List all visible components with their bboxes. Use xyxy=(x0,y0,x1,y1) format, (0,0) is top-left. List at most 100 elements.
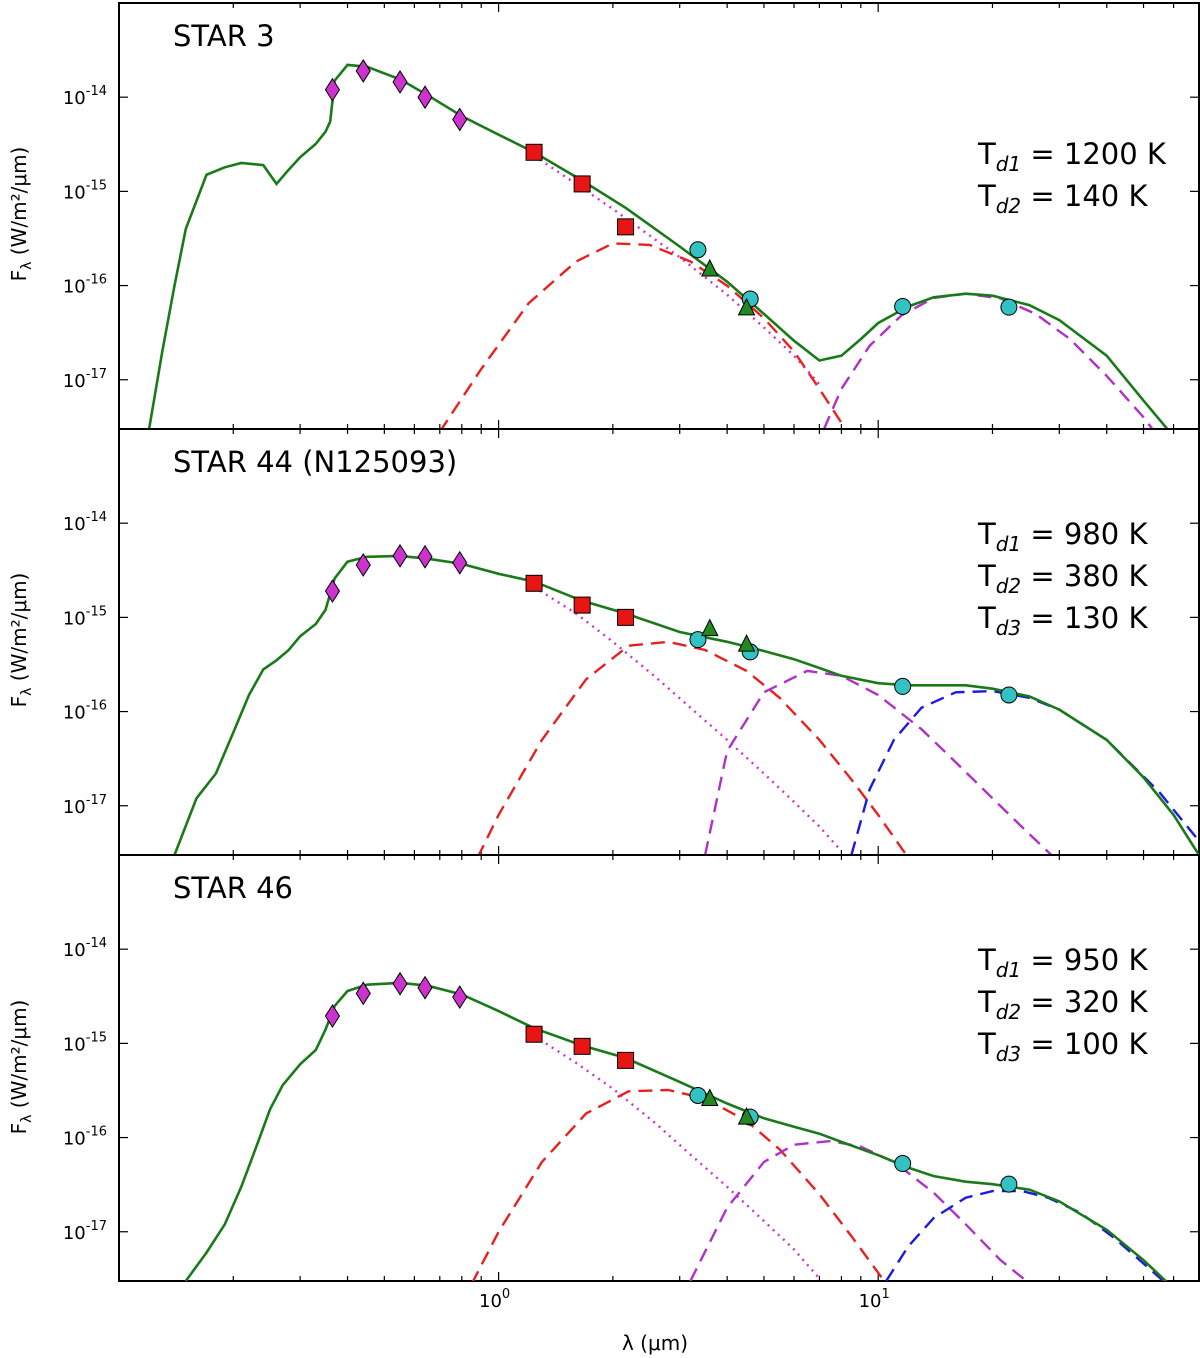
y-tick-label: 10-17 xyxy=(63,1219,107,1244)
nir-square-point xyxy=(525,143,543,161)
dust1-curve xyxy=(471,1088,886,1281)
sed-panel-3: 10-14 10-15 10-16 10-17 100 101 STAR 46 Td1 = 9… xyxy=(63,854,1200,1312)
plot-area xyxy=(173,543,1199,855)
y-label-units: (W/m²/μm) xyxy=(7,573,31,682)
nir-square-point xyxy=(617,218,635,236)
wise-circle-point xyxy=(894,297,912,315)
dust-temperature-label: Td3 = 100 K xyxy=(977,1027,1148,1066)
model-sed-curve xyxy=(184,981,1168,1281)
optical-diamond-point xyxy=(324,1004,341,1028)
panel-title: STAR 46 xyxy=(173,871,293,905)
panel-title: STAR 44 (N125093) xyxy=(173,445,457,479)
plot-area xyxy=(147,59,1170,429)
dust-temperature-label: Td3 = 130 K xyxy=(977,601,1148,640)
nir-square-point xyxy=(573,175,591,193)
optical-diamond-point xyxy=(417,975,433,1000)
nir-square-point xyxy=(617,608,635,626)
y-label-sub: λ xyxy=(19,1115,35,1123)
wise-circle-point xyxy=(894,677,912,695)
dust1-curve xyxy=(440,242,843,429)
y-tick-label: 10-17 xyxy=(63,793,107,818)
optical-diamond-point xyxy=(417,544,433,569)
y-tick-label: 10-15 xyxy=(63,604,107,629)
y-axis-label-middle: Fλ (W/m²/μm) xyxy=(7,573,35,708)
wise-circle-point xyxy=(1000,686,1018,704)
optical-diamond-point xyxy=(392,971,408,996)
dust-temperature-label: Td1 = 950 K xyxy=(977,943,1148,982)
wise-circle-point xyxy=(1000,1175,1018,1193)
photosphere-curve xyxy=(533,585,843,852)
svg-text:Fλ (W/m²/μm): Fλ (W/m²/μm) xyxy=(7,573,35,708)
y-label-f: F xyxy=(7,1123,31,1135)
dust2-curve xyxy=(703,669,1054,855)
optical-diamond-point xyxy=(392,70,408,94)
nir-square-point xyxy=(525,1025,543,1043)
irac-triangle-point xyxy=(700,618,719,637)
dust-temperature-label: Td2 = 140 K xyxy=(977,179,1148,218)
x-tick-label: 100 xyxy=(479,1287,510,1312)
dust-temperature-label: Td1 = 980 K xyxy=(977,517,1148,556)
optical-diamond-point xyxy=(324,77,341,102)
optical-diamond-point xyxy=(355,59,371,83)
model-sed-curve xyxy=(173,554,1199,855)
dust-temperature-label: Td2 = 320 K xyxy=(977,985,1148,1024)
wise-circle-point xyxy=(894,1155,912,1173)
optical-diamond-point xyxy=(392,543,408,568)
dust3-curve xyxy=(885,1189,1166,1281)
dust-temperature-label: Td2 = 380 K xyxy=(977,559,1148,598)
optical-diamond-point xyxy=(452,985,468,1010)
irac-triangle-point xyxy=(700,1088,719,1106)
photosphere-curve xyxy=(533,1034,821,1280)
y-tick-label: 10-15 xyxy=(63,178,107,203)
irac-triangle-point xyxy=(737,297,756,316)
photosphere-curve xyxy=(533,154,821,385)
y-label-sub: λ xyxy=(19,688,35,696)
y-axis-label-top: Fλ (W/m²/μm) xyxy=(7,147,35,282)
nir-square-point xyxy=(573,1037,591,1055)
y-label-units: (W/m²/μm) xyxy=(7,1000,31,1109)
svg-text:Fλ (W/m²/μm): Fλ (W/m²/μm) xyxy=(7,147,35,282)
y-tick-label: 10-15 xyxy=(63,1030,107,1055)
plot-frame xyxy=(118,854,1200,1282)
dust2-curve xyxy=(822,292,1154,429)
optical-diamond-point xyxy=(355,553,371,577)
y-label-units: (W/m²/μm) xyxy=(7,147,31,256)
panel-title: STAR 3 xyxy=(173,19,275,53)
dust2-curve xyxy=(689,1139,1029,1281)
irac-triangle-point xyxy=(700,258,719,277)
plot-frame xyxy=(118,2,1200,430)
y-tick-label: 10-16 xyxy=(63,273,107,298)
svg-text:Fλ (W/m²/μm): Fλ (W/m²/μm) xyxy=(7,1000,35,1135)
y-tick-label: 10-17 xyxy=(63,367,107,392)
dust-temperature-label: Td1 = 1200 K xyxy=(977,137,1167,176)
wise-circle-point xyxy=(689,241,707,259)
nir-square-point xyxy=(617,1051,635,1069)
irac-triangle-point xyxy=(737,634,756,652)
x-tick-label: 101 xyxy=(859,1287,890,1312)
optical-diamond-point xyxy=(452,107,468,132)
model-sed-curve xyxy=(147,63,1170,429)
nir-square-point xyxy=(573,596,591,614)
x-axis-label: λ (μm) xyxy=(622,1331,688,1355)
y-label-sub: λ xyxy=(19,262,35,270)
irac-triangle-point xyxy=(737,1106,756,1125)
optical-diamond-point xyxy=(355,981,371,1006)
nir-square-point xyxy=(525,574,543,592)
optical-diamond-point xyxy=(417,85,433,110)
sed-panel-1: 10-14 10-15 10-16 10-17 STAR 3 Td1 = 1200 KTd… xyxy=(63,2,1200,430)
y-label-f: F xyxy=(7,696,31,708)
sed-panel-2: 10-14 10-15 10-16 10-17 STAR 44 (N125093) Td1… xyxy=(63,428,1200,856)
y-tick-label: 10-14 xyxy=(63,936,107,961)
plot-area xyxy=(184,971,1168,1281)
wise-circle-point xyxy=(689,1086,707,1104)
y-tick-label: 10-16 xyxy=(63,699,107,724)
y-tick-label: 10-16 xyxy=(63,1125,107,1150)
optical-diamond-point xyxy=(324,579,341,604)
y-tick-label: 10-14 xyxy=(63,510,107,535)
dust1-curve xyxy=(477,640,908,855)
y-label-f: F xyxy=(7,270,31,282)
wise-circle-point xyxy=(1000,298,1018,316)
y-axis-label-bottom: Fλ (W/m²/μm) xyxy=(7,1000,35,1135)
